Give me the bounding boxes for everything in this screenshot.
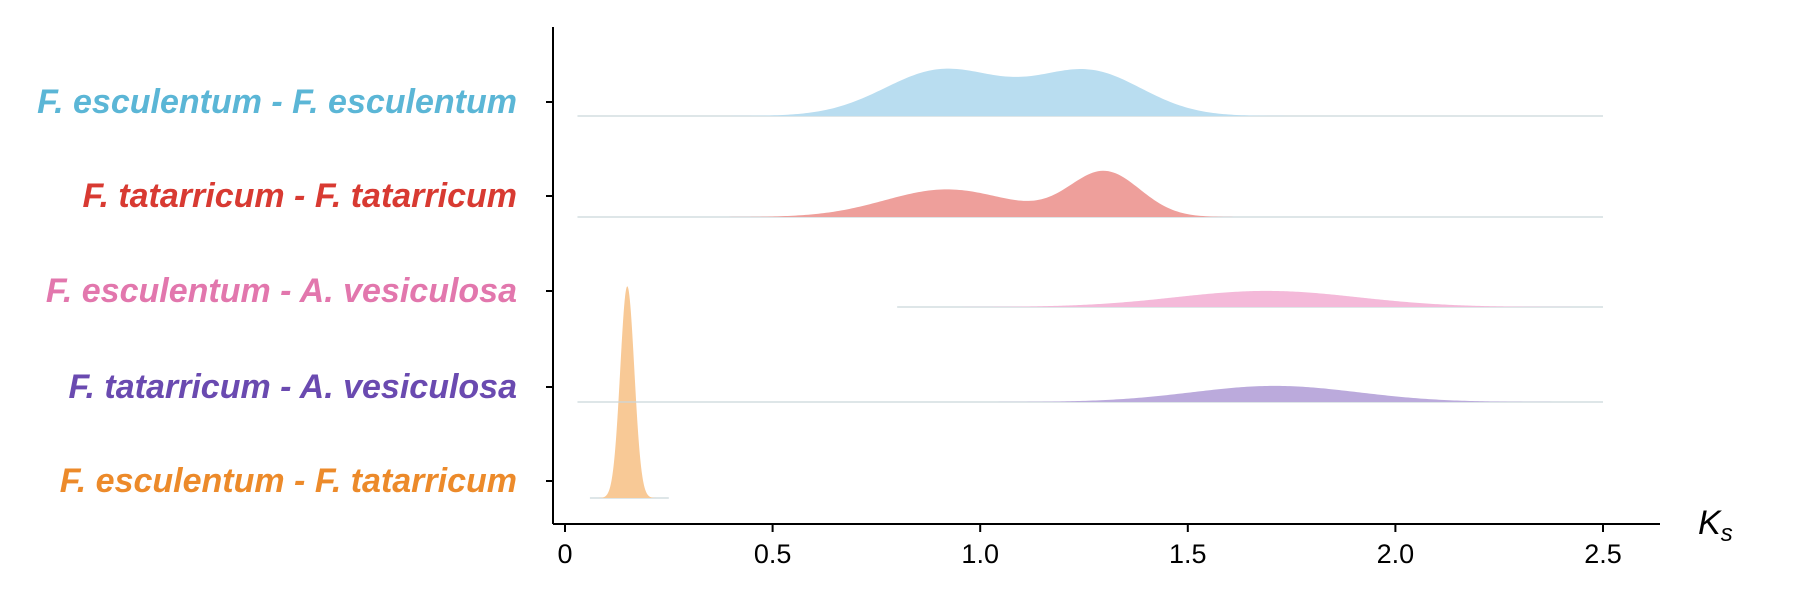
ridge-area-2 bbox=[577, 170, 1604, 217]
row-labels-group: F. esculentum - F. esculentum F. tatarric… bbox=[37, 83, 517, 500]
row-label-3: F. esculentum - A. vesiculosa bbox=[46, 272, 517, 310]
x-tick-label-4: 1.5 bbox=[1169, 539, 1207, 569]
x-ticks-group: 0 0.5 1.0 1.5 2.0 2.5 bbox=[557, 524, 1622, 569]
ridge-area-3 bbox=[897, 290, 1603, 307]
ridge-1 bbox=[577, 68, 1604, 117]
ridge-5 bbox=[589, 286, 669, 499]
ridge-area-1 bbox=[577, 68, 1604, 116]
ridge-area-4 bbox=[577, 385, 1604, 402]
row-label-1: F. esculentum - F. esculentum bbox=[37, 83, 517, 121]
x-tick-label-2: 0.5 bbox=[754, 539, 792, 569]
x-tick-label-1: 0 bbox=[557, 539, 572, 569]
ridge-3 bbox=[897, 290, 1603, 308]
row-label-2: F. tatarricum - F. tatarricum bbox=[82, 177, 517, 215]
row-label-5: F. esculentum - F. tatarricum bbox=[60, 462, 517, 500]
ridge-4 bbox=[577, 385, 1604, 403]
y-ticks-group bbox=[546, 101, 553, 482]
x-tick-label-3: 1.0 bbox=[961, 539, 999, 569]
row-label-4: F. tatarricum - A. vesiculosa bbox=[69, 368, 517, 406]
x-axis-title-subscript: s bbox=[1721, 520, 1733, 547]
x-tick-label-5: 2.0 bbox=[1377, 539, 1415, 569]
axes-group bbox=[552, 27, 1660, 525]
ridge-area-5 bbox=[589, 286, 669, 498]
ridge-2 bbox=[577, 170, 1604, 218]
x-axis-title: Ks bbox=[1698, 504, 1733, 547]
x-tick-label-6: 2.5 bbox=[1584, 539, 1622, 569]
x-axis-title-main: K bbox=[1698, 504, 1722, 542]
ridges-group bbox=[577, 68, 1604, 499]
